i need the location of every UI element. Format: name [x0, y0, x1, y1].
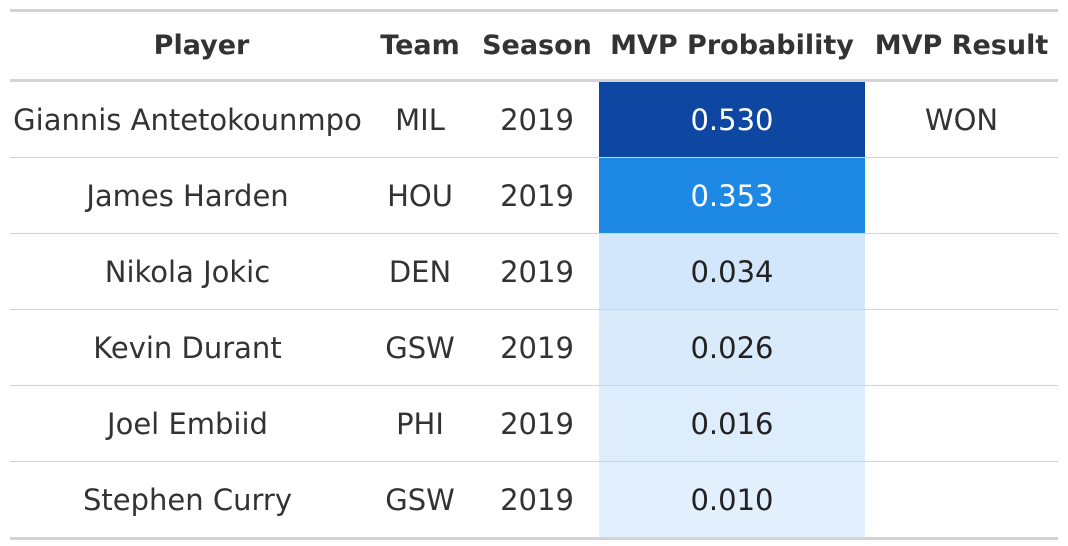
probability-cell: 0.010	[599, 461, 865, 540]
mvp-probability-table: Player Team Season MVP Probability MVP R…	[10, 9, 1058, 540]
probability-cell: 0.353	[599, 157, 865, 234]
table-row: Nikola Jokic DEN 2019 0.034	[10, 233, 1058, 310]
table-row: James Harden HOU 2019 0.353	[10, 157, 1058, 234]
team-cell: MIL	[365, 80, 475, 158]
season-cell: 2019	[475, 233, 599, 310]
team-cell: HOU	[365, 157, 475, 234]
team-cell: GSW	[365, 461, 475, 540]
player-cell: James Harden	[10, 157, 365, 234]
table-row: Kevin Durant GSW 2019 0.026	[10, 309, 1058, 386]
header-row: Player Team Season MVP Probability MVP R…	[10, 9, 1058, 82]
player-cell: Kevin Durant	[10, 309, 365, 386]
header-season: Season	[475, 9, 599, 82]
header-player: Player	[10, 9, 365, 82]
table-row: Giannis Antetokounmpo MIL 2019 0.530 WON	[10, 80, 1058, 158]
result-cell	[865, 461, 1058, 540]
player-cell: Nikola Jokic	[10, 233, 365, 310]
header-mvp-probability: MVP Probability	[599, 9, 865, 82]
season-cell: 2019	[475, 385, 599, 462]
probability-cell: 0.026	[599, 309, 865, 386]
player-cell: Joel Embiid	[10, 385, 365, 462]
probability-cell: 0.530	[599, 80, 865, 158]
header-team: Team	[365, 9, 475, 82]
table-row: Joel Embiid PHI 2019 0.016	[10, 385, 1058, 462]
team-cell: GSW	[365, 309, 475, 386]
result-cell	[865, 157, 1058, 234]
probability-cell: 0.016	[599, 385, 865, 462]
mvp-table-container: Player Team Season MVP Probability MVP R…	[10, 9, 1058, 540]
player-cell: Giannis Antetokounmpo	[10, 80, 365, 158]
result-cell: WON	[865, 80, 1058, 158]
season-cell: 2019	[475, 157, 599, 234]
team-cell: DEN	[365, 233, 475, 310]
team-cell: PHI	[365, 385, 475, 462]
result-cell	[865, 309, 1058, 386]
season-cell: 2019	[475, 461, 599, 540]
player-cell: Stephen Curry	[10, 461, 365, 540]
season-cell: 2019	[475, 309, 599, 386]
result-cell	[865, 385, 1058, 462]
probability-cell: 0.034	[599, 233, 865, 310]
result-cell	[865, 233, 1058, 310]
header-mvp-result: MVP Result	[865, 9, 1058, 82]
table-row: Stephen Curry GSW 2019 0.010	[10, 461, 1058, 540]
season-cell: 2019	[475, 80, 599, 158]
